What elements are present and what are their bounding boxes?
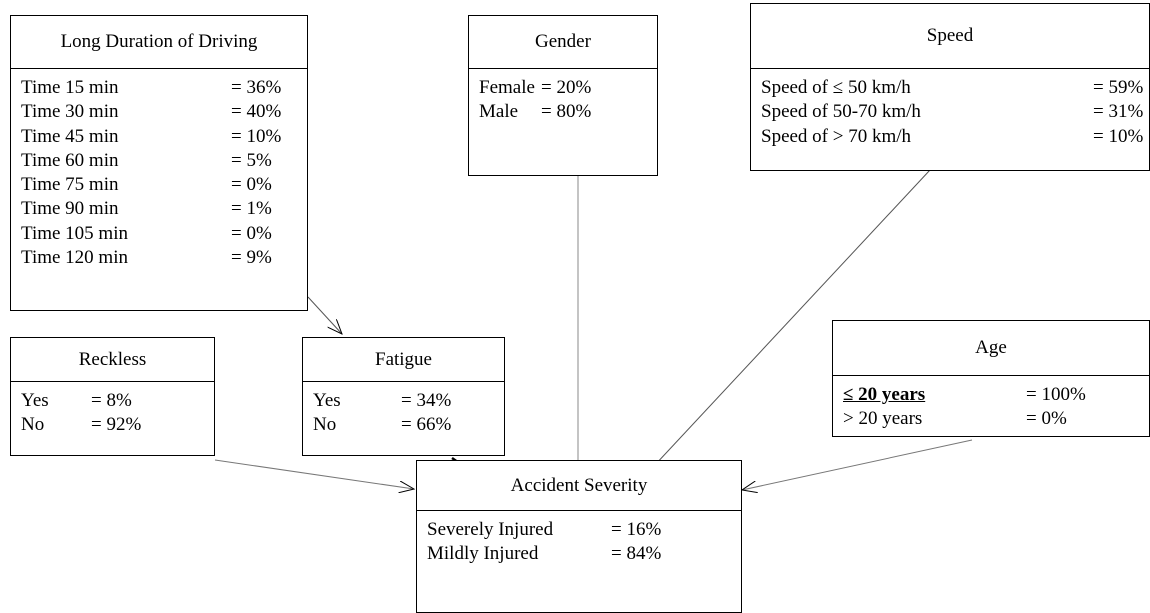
node-body: Time 15 min = 36% Time 30 min = 40% Time 45 …: [11, 69, 307, 270]
state-row: Time 30 min = 40%: [21, 100, 307, 124]
node: Gender Female = 20% Male = 80%: [468, 15, 658, 176]
node: Fatigue Yes = 34% No = 66%: [302, 337, 505, 456]
state-label: ≤ 20 years: [843, 384, 926, 405]
edge: [640, 169, 931, 481]
edge: [214, 459, 414, 489]
state-row: Time 105 min = 0%: [21, 222, 307, 246]
state-row: Time 60 min = 5%: [21, 149, 307, 173]
state-label: Yes: [313, 390, 341, 411]
state-label: No: [21, 414, 45, 436]
node-title: Speed: [751, 4, 1149, 69]
state-value: = 0%: [231, 222, 272, 244]
state-value: = 84%: [611, 543, 662, 565]
state-row: Time 45 min = 10%: [21, 125, 307, 149]
state-row: Severely Injured = 16%: [427, 518, 741, 542]
state-row: Mildly Injured = 84%: [427, 542, 741, 566]
state-value: = 92%: [91, 414, 142, 436]
state-label: Time 120 min: [21, 247, 128, 269]
state-value: = 59%: [1093, 77, 1144, 98]
state-label: Mildly Injured: [427, 543, 539, 565]
state-row: Speed of > 70 km/h = 10%: [761, 125, 1149, 149]
state-row: Time 90 min = 1%: [21, 197, 307, 221]
state-row: Speed of 50-70 km/h = 31%: [761, 100, 1149, 124]
state-label: Time 105 min: [21, 222, 128, 244]
edge: [307, 296, 342, 334]
state-row: Male = 80%: [479, 100, 657, 124]
state-label: Speed of > 70 km/h: [761, 125, 912, 147]
node-title: Gender: [469, 16, 657, 69]
state-row: Yes = 34%: [313, 389, 504, 413]
state-label: Speed of ≤ 50 km/h: [761, 77, 911, 98]
node-title: Reckless: [11, 338, 214, 382]
state-row: Time 15 min = 36%: [21, 76, 307, 100]
state-value: = 0%: [1026, 408, 1067, 430]
state-label: Time 90 min: [21, 198, 119, 220]
state-value: = 16%: [611, 519, 662, 540]
node-body: Severely Injured = 16% Mildly Injured = 84%: [417, 511, 741, 567]
state-value: = 1%: [231, 198, 272, 220]
node-body: Female = 20% Male = 80%: [469, 69, 657, 125]
node-title: Fatigue: [303, 338, 504, 382]
node: Long Duration of Driving Time 15 min = 36%…: [10, 15, 308, 311]
node-title: Age: [833, 321, 1149, 376]
edge: [742, 439, 973, 490]
node-body: ≤ 20 years = 100% > 20 years = 0%: [833, 376, 1149, 432]
state-row: ≤ 20 years = 100%: [843, 383, 1149, 407]
state-row: No = 66%: [313, 413, 504, 437]
node: Accident Severity Severely Injured = 16% Mi…: [416, 460, 742, 613]
state-value: = 9%: [231, 247, 272, 269]
node-title: Accident Severity: [417, 461, 741, 511]
state-row: Time 75 min = 0%: [21, 173, 307, 197]
state-value: = 10%: [231, 125, 282, 147]
state-value: = 100%: [1026, 384, 1086, 405]
state-value: = 10%: [1093, 125, 1144, 147]
node-body: Yes = 8% No = 92%: [11, 382, 214, 438]
state-row: Time 120 min = 9%: [21, 246, 307, 270]
state-row: Yes = 8%: [21, 389, 214, 413]
node-title: Long Duration of Driving: [11, 16, 307, 69]
state-value: = 0%: [231, 174, 272, 196]
state-value: = 20%: [541, 77, 592, 98]
state-label: No: [313, 414, 337, 436]
state-label: Male: [479, 101, 519, 123]
state-label: Speed of 50-70 km/h: [761, 101, 921, 123]
state-value: = 31%: [1093, 101, 1144, 123]
state-value: = 40%: [231, 101, 282, 123]
node: Age ≤ 20 years = 100% > 20 years = 0%: [832, 320, 1150, 437]
state-label: Female: [479, 77, 535, 98]
node-body: Yes = 34% No = 66%: [303, 382, 504, 438]
state-label: Time 60 min: [21, 149, 119, 171]
state-value: = 36%: [231, 77, 282, 98]
state-label: Time 30 min: [21, 101, 119, 123]
state-value: = 34%: [401, 390, 452, 411]
state-label: Time 15 min: [21, 77, 119, 98]
state-row: No = 92%: [21, 413, 214, 437]
node: Speed Speed of ≤ 50 km/h = 59% Speed of 50-…: [750, 3, 1150, 171]
node: Reckless Yes = 8% No = 92%: [10, 337, 215, 456]
state-value: = 80%: [541, 101, 592, 123]
state-row: Speed of ≤ 50 km/h = 59%: [761, 76, 1149, 100]
state-label: Yes: [21, 390, 49, 411]
state-value: = 66%: [401, 414, 452, 436]
state-value: = 8%: [91, 390, 132, 411]
state-label: Time 75 min: [21, 174, 119, 196]
state-row: Female = 20%: [479, 76, 657, 100]
node-body: Speed of ≤ 50 km/h = 59% Speed of 50-70 km…: [751, 69, 1149, 149]
state-label: > 20 years: [843, 408, 923, 430]
state-label: Time 45 min: [21, 125, 119, 147]
state-row: > 20 years = 0%: [843, 407, 1149, 431]
state-value: = 5%: [231, 149, 272, 171]
state-label: Severely Injured: [427, 519, 554, 540]
